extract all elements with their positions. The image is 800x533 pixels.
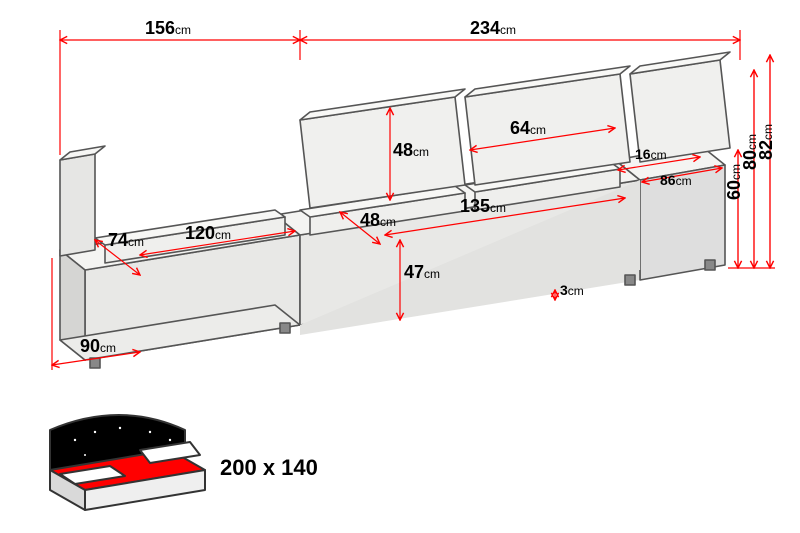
diagram-container: 156cm 234cm 48cm 64cm 16cm 86cm 74cm 120… bbox=[0, 0, 800, 533]
dim-chaise-len: 120cm bbox=[185, 223, 231, 244]
dim-arm-side: 86cm bbox=[660, 172, 692, 188]
dim-chaise-depth: 90cm bbox=[80, 336, 116, 357]
dim-seat-depth-mid: 48cm bbox=[360, 210, 396, 231]
dim-arm-top: 16cm bbox=[635, 146, 667, 162]
dim-seat-height: 47cm bbox=[404, 262, 440, 283]
bed-icon bbox=[50, 415, 205, 510]
dim-seat-depth-left: 74cm bbox=[108, 230, 144, 251]
dim-seat-width: 135cm bbox=[460, 196, 506, 217]
dim-top-left: 156cm bbox=[145, 18, 191, 39]
dim-h82: 82cm bbox=[756, 124, 777, 160]
bed-size-label: 200 x 140 bbox=[220, 455, 318, 481]
dim-top-right: 234cm bbox=[470, 18, 516, 39]
dim-cushion-w: 64cm bbox=[510, 118, 546, 139]
dim-cushion-h: 48cm bbox=[393, 140, 429, 161]
sofa-diagram-svg bbox=[0, 0, 800, 533]
dim-foot: 3cm bbox=[560, 282, 584, 298]
